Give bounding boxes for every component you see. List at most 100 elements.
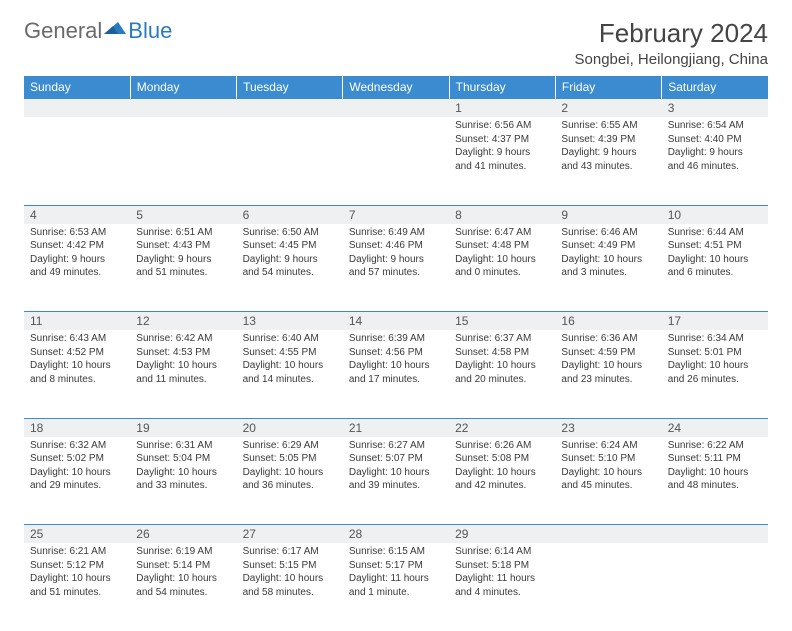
- day-line: Daylight: 10 hours: [561, 466, 655, 480]
- day-line: and 54 minutes.: [243, 266, 337, 280]
- day-line: Daylight: 10 hours: [455, 359, 549, 373]
- day-number-cell: 22: [449, 418, 555, 437]
- day-line: Daylight: 10 hours: [136, 359, 230, 373]
- day-header: Friday: [555, 76, 661, 99]
- day-line: Sunset: 4:55 PM: [243, 346, 337, 360]
- day-number-cell: [662, 525, 768, 544]
- day-content-cell: Sunrise: 6:37 AMSunset: 4:58 PMDaylight:…: [449, 330, 555, 418]
- day-line: Sunrise: 6:17 AM: [243, 545, 337, 559]
- day-number-cell: [343, 99, 449, 118]
- day-number-cell: [130, 99, 236, 118]
- day-number-cell: 24: [662, 418, 768, 437]
- day-content-cell: Sunrise: 6:24 AMSunset: 5:10 PMDaylight:…: [555, 437, 661, 525]
- day-number-cell: 12: [130, 312, 236, 331]
- day-line: Sunrise: 6:32 AM: [30, 439, 124, 453]
- day-number-cell: 7: [343, 205, 449, 224]
- day-number-row: 18192021222324: [24, 418, 768, 437]
- day-number-row: 45678910: [24, 205, 768, 224]
- day-line: Sunset: 5:10 PM: [561, 452, 655, 466]
- day-content-cell: Sunrise: 6:36 AMSunset: 4:59 PMDaylight:…: [555, 330, 661, 418]
- day-header: Sunday: [24, 76, 130, 99]
- day-line: Sunrise: 6:31 AM: [136, 439, 230, 453]
- day-content-row: Sunrise: 6:32 AMSunset: 5:02 PM Daylight:…: [24, 437, 768, 525]
- day-line: Sunrise: 6:27 AM: [349, 439, 443, 453]
- day-number-row: 11121314151617: [24, 312, 768, 331]
- day-line: Sunrise: 6:39 AM: [349, 332, 443, 346]
- day-number-cell: 27: [237, 525, 343, 544]
- day-number-cell: 13: [237, 312, 343, 331]
- day-header: Tuesday: [237, 76, 343, 99]
- day-line: Sunset: 5:02 PM: [30, 452, 124, 466]
- day-line: Sunrise: 6:56 AM: [455, 119, 549, 133]
- day-number-cell: 23: [555, 418, 661, 437]
- day-line: Sunset: 5:05 PM: [243, 452, 337, 466]
- day-line: and 41 minutes.: [455, 160, 549, 174]
- day-line: Sunset: 4:43 PM: [136, 239, 230, 253]
- day-line: Sunrise: 6:51 AM: [136, 226, 230, 240]
- calendar-table: SundayMondayTuesdayWednesdayThursdayFrid…: [24, 76, 768, 631]
- day-line: Sunrise: 6:44 AM: [668, 226, 762, 240]
- day-content-cell: Sunrise: 6:42 AMSunset: 4:53 PMDaylight:…: [130, 330, 236, 418]
- day-line: Sunset: 4:51 PM: [668, 239, 762, 253]
- day-line: Sunrise: 6:26 AM: [455, 439, 549, 453]
- day-number-cell: 9: [555, 205, 661, 224]
- day-content-cell: [237, 117, 343, 205]
- day-content-cell: Sunrise: 6:49 AMSunset: 4:46 PMDaylight:…: [343, 224, 449, 312]
- day-line: and 33 minutes.: [136, 479, 230, 493]
- day-line: and 20 minutes.: [455, 373, 549, 387]
- day-content-cell: Sunrise: 6:43 AMSunset: 4:52 PMDaylight:…: [24, 330, 130, 418]
- day-line: Sunset: 5:04 PM: [136, 452, 230, 466]
- day-line: Daylight: 9 hours: [455, 146, 549, 160]
- day-line: and 39 minutes.: [349, 479, 443, 493]
- day-number-cell: 11: [24, 312, 130, 331]
- day-line: and 46 minutes.: [668, 160, 762, 174]
- day-line: and 43 minutes.: [561, 160, 655, 174]
- day-line: Sunset: 5:15 PM: [243, 559, 337, 573]
- day-content-cell: Sunrise: 6:22 AMSunset: 5:11 PMDaylight:…: [662, 437, 768, 525]
- day-content-cell: [24, 117, 130, 205]
- day-line: Daylight: 9 hours: [561, 146, 655, 160]
- day-content-cell: Sunrise: 6:34 AMSunset: 5:01 PMDaylight:…: [662, 330, 768, 418]
- day-line: Sunrise: 6:22 AM: [668, 439, 762, 453]
- day-number-cell: 26: [130, 525, 236, 544]
- day-line: Sunrise: 6:53 AM: [30, 226, 124, 240]
- day-content-row: Sunrise: 6:53 AMSunset: 4:42 PMDaylight:…: [24, 224, 768, 312]
- day-line: Sunset: 4:56 PM: [349, 346, 443, 360]
- day-line: Sunset: 4:49 PM: [561, 239, 655, 253]
- day-line: and 26 minutes.: [668, 373, 762, 387]
- day-content-cell: Sunrise: 6:29 AMSunset: 5:05 PMDaylight:…: [237, 437, 343, 525]
- logo-text-blue: Blue: [128, 18, 172, 44]
- day-line: Daylight: 9 hours: [349, 253, 443, 267]
- day-content-cell: Sunrise: 6:50 AMSunset: 4:45 PMDaylight:…: [237, 224, 343, 312]
- day-line: Sunrise: 6:15 AM: [349, 545, 443, 559]
- day-content-cell: Sunrise: 6:55 AMSunset: 4:39 PMDaylight:…: [555, 117, 661, 205]
- logo: General Blue: [24, 18, 172, 44]
- day-line: Sunset: 4:58 PM: [455, 346, 549, 360]
- day-line: Daylight: 10 hours: [136, 572, 230, 586]
- day-line: Sunset: 4:37 PM: [455, 133, 549, 147]
- day-number-cell: 19: [130, 418, 236, 437]
- day-line: Sunrise: 6:54 AM: [668, 119, 762, 133]
- day-line: Sunrise: 6:49 AM: [349, 226, 443, 240]
- day-content-cell: [555, 543, 661, 631]
- logo-triangle-icon: [104, 20, 126, 43]
- day-line: and 48 minutes.: [668, 479, 762, 493]
- day-content-cell: Sunrise: 6:21 AMSunset: 5:12 PMDaylight:…: [24, 543, 130, 631]
- day-line: Sunrise: 6:14 AM: [455, 545, 549, 559]
- day-line: and 36 minutes.: [243, 479, 337, 493]
- month-title: February 2024: [575, 18, 768, 49]
- day-line: Daylight: 10 hours: [136, 466, 230, 480]
- day-line: Sunset: 5:07 PM: [349, 452, 443, 466]
- day-content-cell: Sunrise: 6:19 AMSunset: 5:14 PMDaylight:…: [130, 543, 236, 631]
- day-content-cell: Sunrise: 6:47 AMSunset: 4:48 PMDaylight:…: [449, 224, 555, 312]
- day-line: Daylight: 10 hours: [30, 572, 124, 586]
- day-content-cell: Sunrise: 6:26 AMSunset: 5:08 PMDaylight:…: [449, 437, 555, 525]
- day-content-cell: Sunrise: 6:40 AMSunset: 4:55 PMDaylight:…: [237, 330, 343, 418]
- day-line: and 1 minute.: [349, 586, 443, 600]
- day-line: Sunrise: 6:47 AM: [455, 226, 549, 240]
- day-line: and 6 minutes.: [668, 266, 762, 280]
- day-line: Daylight: 10 hours: [455, 253, 549, 267]
- day-header: Thursday: [449, 76, 555, 99]
- day-content-row: Sunrise: 6:21 AMSunset: 5:12 PMDaylight:…: [24, 543, 768, 631]
- day-number-cell: 3: [662, 99, 768, 118]
